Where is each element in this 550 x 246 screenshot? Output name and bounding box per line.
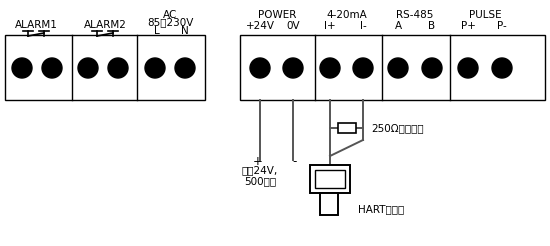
- Bar: [240, 35, 545, 100]
- Text: ALARM2: ALARM2: [84, 20, 126, 30]
- Text: +24V: +24V: [245, 21, 274, 31]
- Text: B: B: [428, 21, 436, 31]
- Circle shape: [458, 58, 478, 78]
- Circle shape: [492, 58, 512, 78]
- Circle shape: [320, 58, 340, 78]
- Text: 直流24V,: 直流24V,: [242, 165, 278, 175]
- Text: I-: I-: [360, 21, 366, 31]
- Circle shape: [175, 58, 195, 78]
- Circle shape: [353, 58, 373, 78]
- Circle shape: [422, 58, 442, 78]
- Text: I+: I+: [324, 21, 336, 31]
- Circle shape: [12, 58, 32, 78]
- Bar: [5, 35, 205, 100]
- Circle shape: [108, 58, 128, 78]
- Circle shape: [388, 58, 408, 78]
- Text: P-: P-: [497, 21, 507, 31]
- Text: N: N: [181, 26, 189, 36]
- Text: A: A: [394, 21, 402, 31]
- Text: 250Ω采样电阻: 250Ω采样电阻: [371, 123, 424, 133]
- Text: AC: AC: [163, 10, 177, 20]
- Text: ALARM1: ALARM1: [14, 20, 57, 30]
- Circle shape: [145, 58, 165, 78]
- Bar: [310, 165, 350, 193]
- Text: -: -: [293, 155, 297, 168]
- Text: L: L: [154, 26, 160, 36]
- Text: 4-20mA: 4-20mA: [327, 10, 367, 20]
- Text: RS-485: RS-485: [397, 10, 434, 20]
- Bar: [320, 193, 338, 215]
- Text: 0V: 0V: [286, 21, 300, 31]
- Text: 85～230V: 85～230V: [147, 17, 193, 27]
- Bar: [315, 170, 345, 188]
- Bar: [338, 123, 356, 133]
- Text: P+: P+: [460, 21, 475, 31]
- Text: 500毫安: 500毫安: [244, 176, 276, 186]
- Circle shape: [283, 58, 303, 78]
- Circle shape: [78, 58, 98, 78]
- Text: PULSE: PULSE: [469, 10, 501, 20]
- Circle shape: [250, 58, 270, 78]
- Text: HART手操器: HART手操器: [358, 204, 404, 214]
- Text: POWER: POWER: [258, 10, 296, 20]
- Text: +: +: [253, 155, 263, 168]
- Circle shape: [42, 58, 62, 78]
